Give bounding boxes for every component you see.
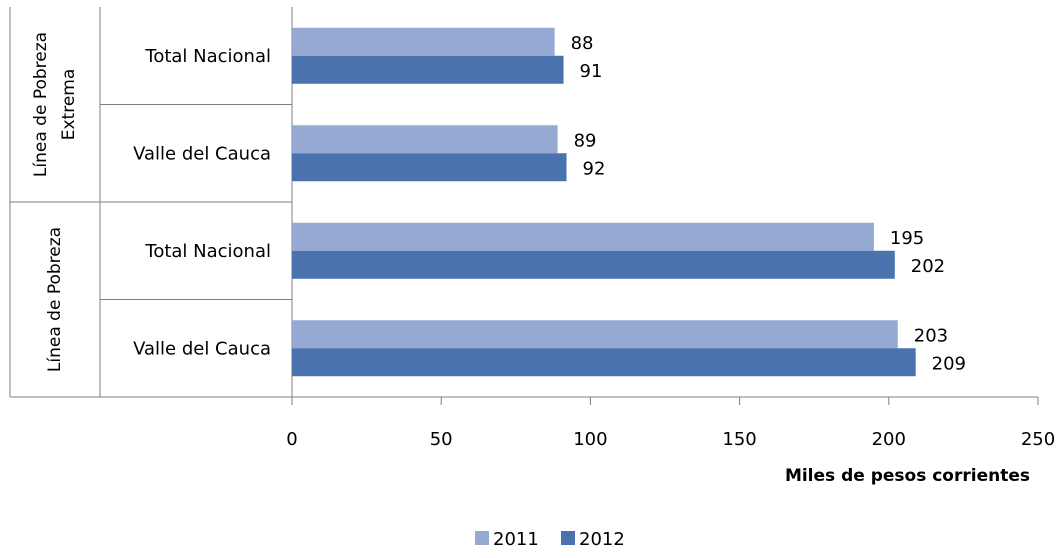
x-axis: 0 50 100 150 200 250 [286,397,1055,450]
category-label: Total Nacional [144,46,271,67]
category-labels: Total Nacional Valle del Cauca Total Nacio… [133,46,271,360]
data-label-2012: 209 [932,353,966,374]
category-label: Valle del Cauca [133,338,271,359]
data-label-2011: 88 [571,33,594,54]
data-labels: 88 91 89 92 195 202 203 209 [571,33,966,375]
x-tick-label: 200 [872,429,906,450]
data-label-2012: 202 [911,256,945,277]
x-tick-label: 0 [286,429,297,450]
group-label: Línea de Pobreza [31,32,51,177]
x-tick-label: 50 [430,429,453,450]
bar-2011 [292,125,558,154]
group-labels: Línea de Pobreza Extrema Línea de Pobreza [31,32,79,372]
legend-swatch-2011 [475,531,489,545]
category-label: Total Nacional [144,241,271,262]
x-axis-title: Miles de pesos corrientes [785,466,1030,486]
data-label-2011: 89 [574,130,597,151]
bar-2012 [292,250,895,279]
category-label: Valle del Cauca [133,143,271,164]
group-label: Línea de Pobreza [45,227,65,372]
x-tick-label: 100 [573,429,607,450]
legend-swatch-2012 [561,531,575,545]
legend-label-2011: 2011 [493,529,539,550]
group-label: Extrema [59,69,79,141]
legend-label-2012: 2012 [579,529,625,550]
bar-2011 [292,27,555,56]
bar-2011 [292,222,874,251]
bar-2012 [292,348,916,377]
legend: 2011 2012 [475,529,625,550]
bars [292,27,916,377]
data-label-2011: 203 [914,325,948,346]
data-label-2011: 195 [890,228,924,249]
x-tick-label: 250 [1021,429,1055,450]
bar-2012 [292,153,567,182]
x-tick-label: 150 [722,429,756,450]
data-label-2012: 91 [580,61,603,82]
bar-2011 [292,320,898,349]
data-label-2012: 92 [583,158,606,179]
bar-2012 [292,55,564,84]
